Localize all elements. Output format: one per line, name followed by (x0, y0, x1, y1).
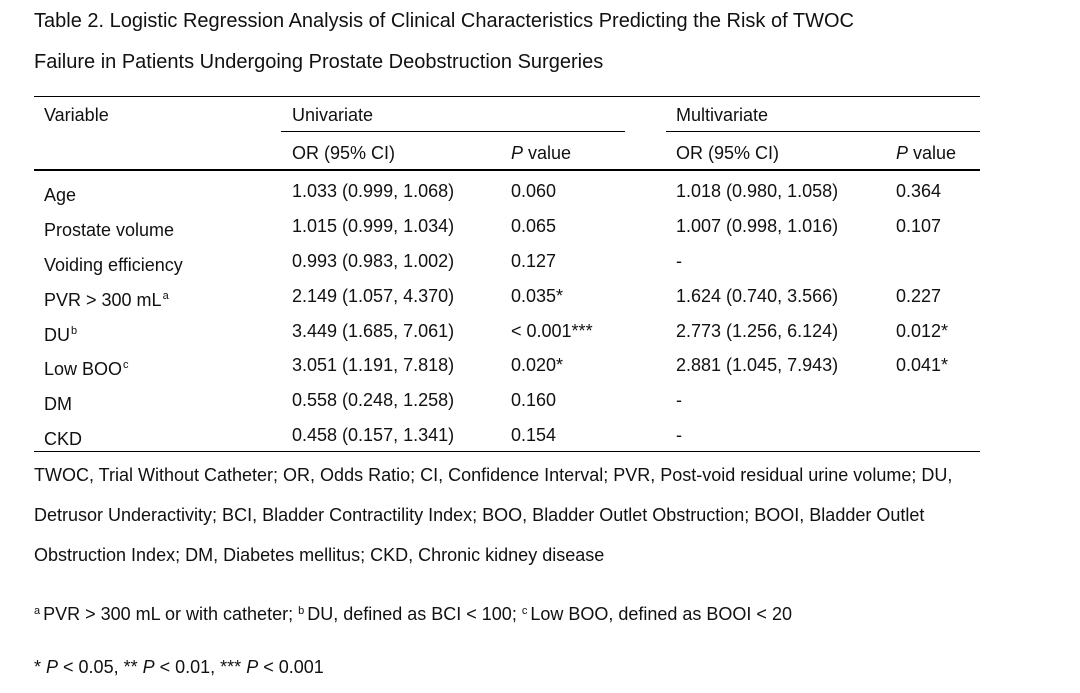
uni-p-cell: 0.127 (511, 251, 557, 271)
uni-or-cell: 1.033 (0.999, 1.068) (292, 181, 455, 201)
multi-p-cell: 0.041* (896, 355, 949, 375)
header-multi-or: OR (95% CI) (676, 143, 780, 163)
footnote-marker-b: b (298, 605, 305, 617)
header-multivariate: Multivariate (676, 105, 769, 125)
header-bottom-rule (34, 169, 980, 171)
variable-cell: DUb (44, 325, 78, 345)
abbreviation-note-line1: TWOC, Trial Without Catheter; OR, Odds R… (34, 465, 953, 485)
uni-p-cell: 0.160 (511, 390, 557, 410)
variable-cell: Low BOOc (44, 359, 129, 379)
header-multi-p: P value (896, 143, 956, 163)
multivariate-rule (666, 131, 980, 132)
uni-p-cell: 0.035* (511, 286, 564, 306)
variable-cell: PVR > 300 mLa (44, 290, 169, 310)
p-value-label: value (523, 143, 572, 163)
footnote-c-text: Low BOO, defined as BOOI < 20 (530, 604, 792, 624)
table-title-line1: Table 2. Logistic Regression Analysis of… (34, 10, 854, 32)
multi-p-cell: 0.364 (896, 181, 942, 201)
variable-cell: Prostate volume (44, 220, 175, 240)
footnote-marker-a: a (34, 605, 41, 617)
header-univariate: Univariate (292, 105, 374, 125)
table-title-line2: Failure in Patients Undergoing Prostate … (34, 51, 604, 73)
variable-cell: Voiding efficiency (44, 255, 183, 275)
uni-p-cell: 0.065 (511, 216, 557, 236)
abbreviation-note-line2: Detrusor Underactivity; BCI, Bladder Con… (34, 505, 925, 525)
variable-cell: Age (44, 185, 77, 205)
uni-or-cell: 0.558 (0.248, 1.258) (292, 390, 455, 410)
footnote-marker-c: c (521, 605, 528, 617)
significance-note: * P < 0.05, ** P < 0.01, *** P < 0.001 (34, 657, 324, 677)
abbreviation-note-line3: Obstruction Index; DM, Diabetes mellitus… (34, 545, 605, 565)
superscript-definitions: a PVR > 300 mL or with catheter; b DU, def… (34, 601, 792, 624)
bottom-rule (34, 451, 980, 452)
multi-or-cell: - (676, 390, 682, 410)
multi-or-cell: 2.773 (1.256, 6.124) (676, 321, 839, 341)
uni-or-cell: 1.015 (0.999, 1.034) (292, 216, 455, 236)
uni-p-cell: < 0.001*** (511, 321, 593, 341)
top-rule (34, 96, 980, 97)
uni-or-cell: 3.051 (1.191, 7.818) (292, 355, 455, 375)
multi-or-cell: 2.881 (1.045, 7.943) (676, 355, 839, 375)
footnote-a-text: PVR > 300 mL or with catheter; (43, 604, 299, 624)
uni-or-cell: 3.449 (1.685, 7.061) (292, 321, 455, 341)
multi-or-cell: 1.624 (0.740, 3.566) (676, 286, 839, 306)
multi-p-cell: 0.107 (896, 216, 942, 236)
uni-p-cell: 0.060 (511, 181, 557, 201)
multi-p-cell: 0.227 (896, 286, 942, 306)
variable-cell: DM (44, 394, 72, 414)
p-italic: P (896, 143, 909, 163)
uni-p-cell: 0.154 (511, 425, 557, 445)
uni-or-cell: 2.149 (1.057, 4.370) (292, 286, 455, 306)
header-variable: Variable (44, 105, 109, 125)
variable-cell: CKD (44, 429, 83, 449)
header-uni-or: OR (95% CI) (292, 143, 396, 163)
univariate-rule (281, 131, 625, 132)
uni-p-cell: 0.020* (511, 355, 564, 375)
multi-p-cell: 0.012* (896, 321, 949, 341)
multi-or-cell: - (676, 251, 682, 271)
header-uni-p: P value (511, 143, 571, 163)
footnote-b-text: DU, defined as BCI < 100; (307, 604, 522, 624)
multi-or-cell: 1.018 (0.980, 1.058) (676, 181, 839, 201)
p-italic: P (511, 143, 524, 163)
p-value-label: value (908, 143, 957, 163)
uni-or-cell: 0.458 (0.157, 1.341) (292, 425, 455, 445)
uni-or-cell: 0.993 (0.983, 1.002) (292, 251, 455, 271)
multi-or-cell: - (676, 425, 682, 445)
multi-or-cell: 1.007 (0.998, 1.016) (676, 216, 839, 236)
